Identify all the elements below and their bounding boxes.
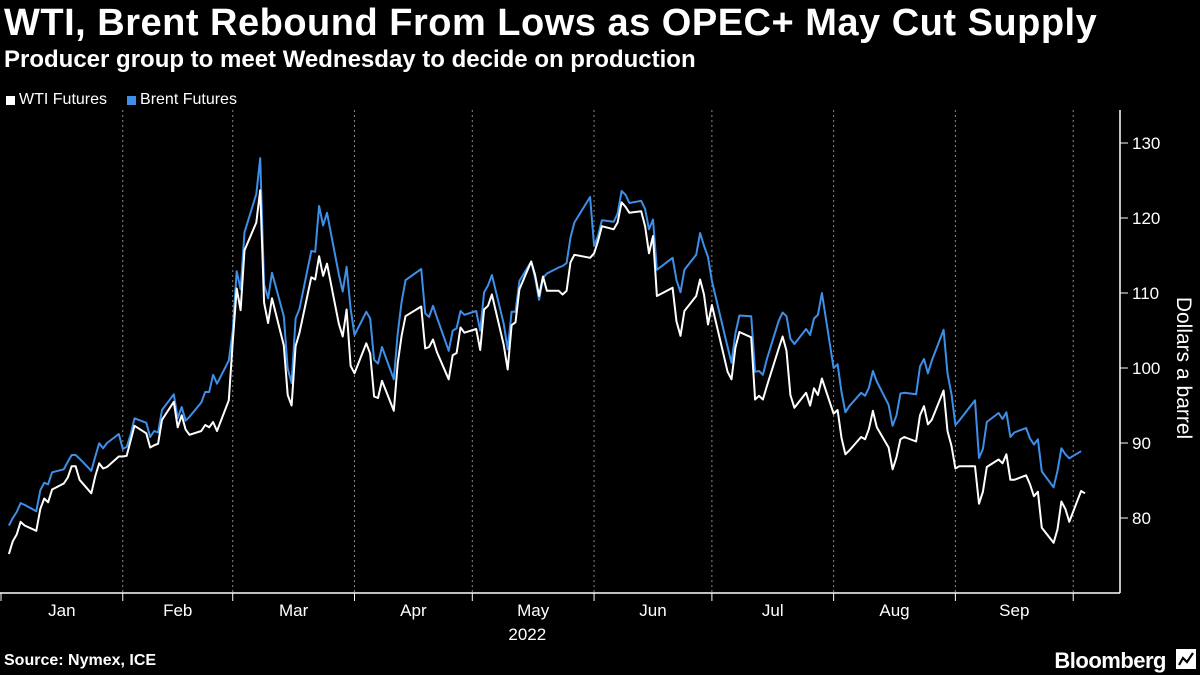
bloomberg-logo: Bloomberg xyxy=(1054,648,1166,673)
legend-label-brent: Brent Futures xyxy=(140,91,237,108)
x-tick-label: May xyxy=(517,601,550,620)
source-note: Source: Nymex, ICE xyxy=(4,652,157,669)
legend-swatch-wti xyxy=(6,95,15,105)
x-tick-label: Jul xyxy=(762,601,784,620)
legend-item-wti: WTI Futures xyxy=(6,91,107,109)
x-tick-label: Sep xyxy=(999,601,1029,620)
y-axis-title: Dollars a barrel xyxy=(1172,297,1195,439)
x-tick-label: Jun xyxy=(639,601,666,620)
chart-title: WTI, Brent Rebound From Lows as OPEC+ Ma… xyxy=(4,2,1098,44)
x-tick-label: Mar xyxy=(279,601,309,620)
bloomberg-chart-icon xyxy=(1176,649,1196,669)
line-chart: Jan Feb Mar Apr May Jun Jul Aug Sep 2022 80 90 100 11… xyxy=(0,110,1195,644)
legend-item-brent: Brent Futures xyxy=(127,91,237,109)
chart-subtitle: Producer group to meet Wednesday to deci… xyxy=(4,46,696,73)
legend-swatch-brent xyxy=(127,95,137,105)
x-tick-label: Feb xyxy=(163,601,192,620)
legend: WTI Futures Brent Futures xyxy=(6,91,237,109)
y-tick-label: 80 xyxy=(1132,509,1151,528)
legend-label-wti: WTI Futures xyxy=(19,91,108,108)
y-tick-label: 110 xyxy=(1132,284,1159,303)
y-tick-label: 130 xyxy=(1132,134,1160,153)
series-line-wti xyxy=(7,189,1086,555)
y-tick-label: 90 xyxy=(1132,434,1151,453)
y-tick-label: 120 xyxy=(1132,209,1160,228)
x-tick-label: Jan xyxy=(48,601,75,620)
x-tick-label: Apr xyxy=(400,601,427,620)
x-tick-label: Aug xyxy=(879,601,909,620)
y-tick-label: 100 xyxy=(1132,359,1160,378)
series-line-brent xyxy=(8,157,1082,527)
x-axis-year-label: 2022 xyxy=(508,625,546,644)
